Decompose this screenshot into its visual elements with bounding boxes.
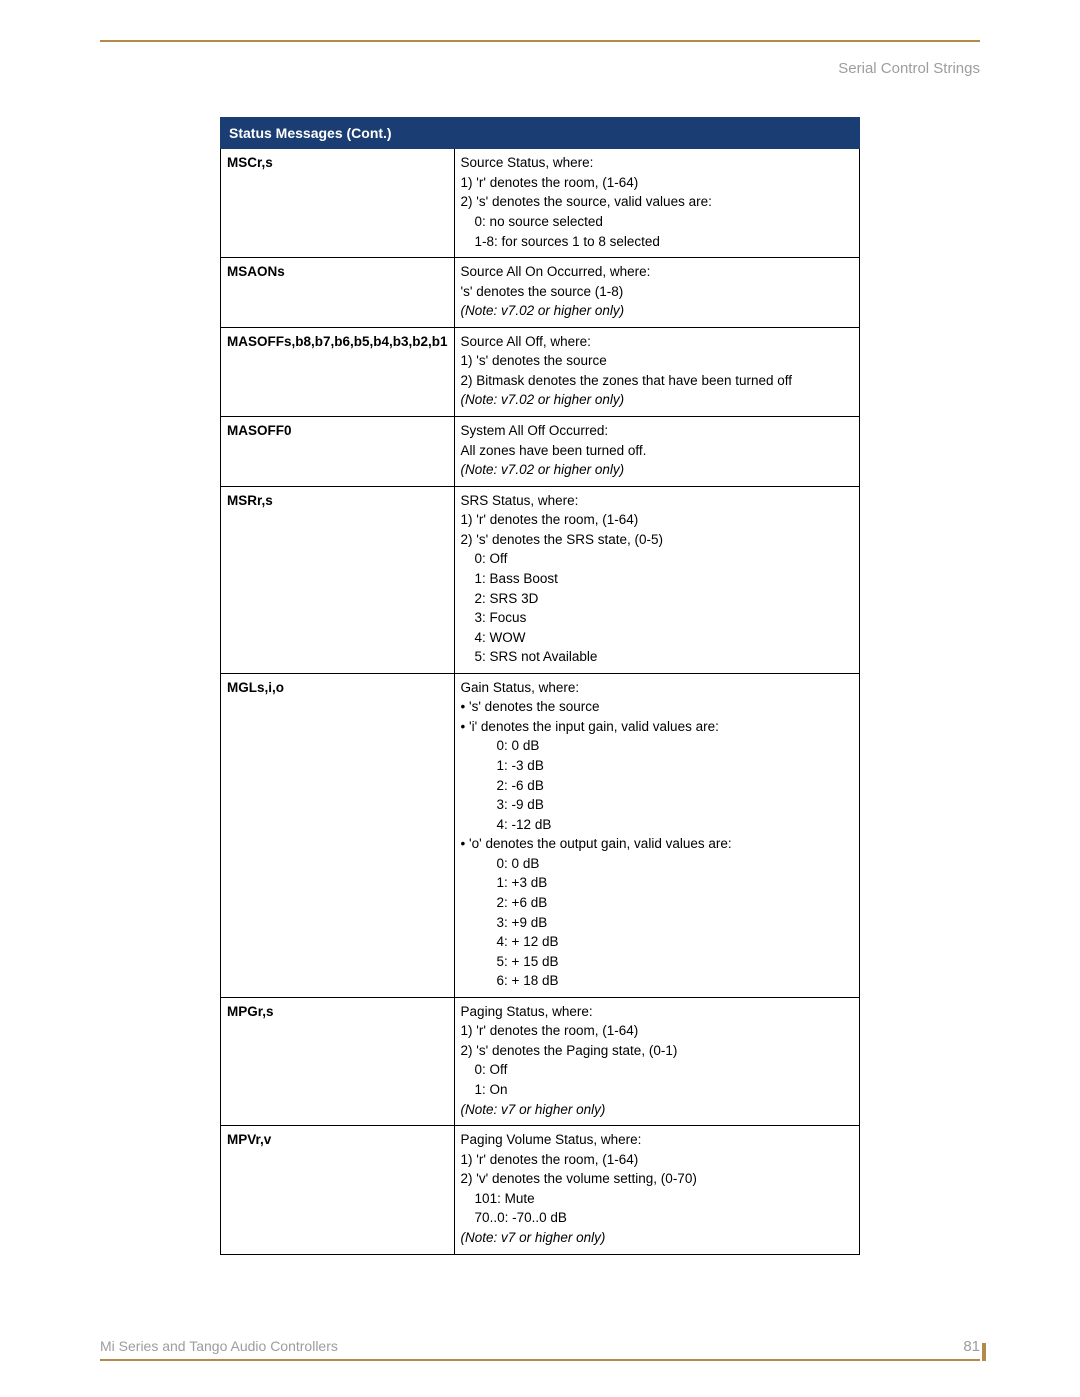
description-line: • 'i' denotes the input gain, valid valu… <box>461 717 853 737</box>
table-row: MPGr,sPaging Status, where:1) 'r' denote… <box>221 997 860 1125</box>
description-line: 1) 'r' denotes the room, (1-64) <box>461 173 853 193</box>
command-cell: MSCr,s <box>221 149 455 258</box>
description-line: 3: Focus <box>461 608 853 628</box>
description-line: Paging Volume Status, where: <box>461 1130 853 1150</box>
description-line: (Note: v7 or higher only) <box>461 1228 853 1248</box>
description-line: 2) 's' denotes the Paging state, (0-1) <box>461 1041 853 1061</box>
description-line: 1) 'r' denotes the room, (1-64) <box>461 510 853 530</box>
description-line: 2) 's' denotes the SRS state, (0-5) <box>461 530 853 550</box>
description-line: Source Status, where: <box>461 153 853 173</box>
description-cell: System All Off Occurred:All zones have b… <box>454 417 859 487</box>
description-cell: Paging Status, where:1) 'r' denotes the … <box>454 997 859 1125</box>
description-line: Source All On Occurred, where: <box>461 262 853 282</box>
table-row: MSCr,sSource Status, where:1) 'r' denote… <box>221 149 860 258</box>
description-cell: Paging Volume Status, where:1) 'r' denot… <box>454 1126 859 1254</box>
table-row: MASOFFs,b8,b7,b6,b5,b4,b3,b2,b1Source Al… <box>221 327 860 416</box>
command-cell: MGLs,i,o <box>221 673 455 997</box>
description-line: 2: +6 dB <box>461 893 853 913</box>
footer-accent-bar <box>982 1343 986 1361</box>
page-number: 81 <box>963 1338 980 1355</box>
description-line: 1: -3 dB <box>461 756 853 776</box>
table-row: MGLs,i,oGain Status, where:• 's' denotes… <box>221 673 860 997</box>
description-line: SRS Status, where: <box>461 491 853 511</box>
description-line: (Note: v7.02 or higher only) <box>461 301 853 321</box>
command-cell: MASOFF0 <box>221 417 455 487</box>
description-line: 's' denotes the source (1-8) <box>461 282 853 302</box>
description-line: 3: -9 dB <box>461 795 853 815</box>
command-cell: MSRr,s <box>221 486 455 673</box>
command-cell: MPVr,v <box>221 1126 455 1254</box>
description-cell: Source All Off, where:1) 's' denotes the… <box>454 327 859 416</box>
description-line: 0: 0 dB <box>461 736 853 756</box>
description-cell: SRS Status, where:1) 'r' denotes the roo… <box>454 486 859 673</box>
description-line: 5: SRS not Available <box>461 647 853 667</box>
description-line: 4: -12 dB <box>461 815 853 835</box>
table-row: MPVr,vPaging Volume Status, where:1) 'r'… <box>221 1126 860 1254</box>
section-header: Serial Control Strings <box>100 60 980 77</box>
description-line: 4: + 12 dB <box>461 932 853 952</box>
description-line: System All Off Occurred: <box>461 421 853 441</box>
table-title: Status Messages (Cont.) <box>221 118 860 149</box>
description-line: All zones have been turned off. <box>461 441 853 461</box>
description-line: 2) 'v' denotes the volume setting, (0-70… <box>461 1169 853 1189</box>
description-line: (Note: v7 or higher only) <box>461 1100 853 1120</box>
page-footer: Mi Series and Tango Audio Controllers 81 <box>100 1338 980 1361</box>
footer-left: Mi Series and Tango Audio Controllers <box>100 1338 338 1354</box>
description-line: Paging Status, where: <box>461 1002 853 1022</box>
description-line: 1) 's' denotes the source <box>461 351 853 371</box>
description-line: (Note: v7.02 or higher only) <box>461 390 853 410</box>
description-line: • 's' denotes the source <box>461 697 853 717</box>
description-cell: Gain Status, where:• 's' denotes the sou… <box>454 673 859 997</box>
description-line: (Note: v7.02 or higher only) <box>461 460 853 480</box>
top-rule <box>100 40 980 42</box>
description-line: 4: WOW <box>461 628 853 648</box>
table-row: MASOFF0System All Off Occurred:All zones… <box>221 417 860 487</box>
description-line: 70..0: -70..0 dB <box>461 1208 853 1228</box>
command-cell: MPGr,s <box>221 997 455 1125</box>
description-line: 2: SRS 3D <box>461 589 853 609</box>
description-cell: Source Status, where:1) 'r' denotes the … <box>454 149 859 258</box>
description-line: 1) 'r' denotes the room, (1-64) <box>461 1021 853 1041</box>
description-line: 2) Bitmask denotes the zones that have b… <box>461 371 853 391</box>
description-line: 1: Bass Boost <box>461 569 853 589</box>
description-line: 1) 'r' denotes the room, (1-64) <box>461 1150 853 1170</box>
description-line: 5: + 15 dB <box>461 952 853 972</box>
description-line: 2) 's' denotes the source, valid values … <box>461 192 853 212</box>
table-row: MSRr,sSRS Status, where:1) 'r' denotes t… <box>221 486 860 673</box>
description-line: Source All Off, where: <box>461 332 853 352</box>
description-line: 101: Mute <box>461 1189 853 1209</box>
description-line: 1: +3 dB <box>461 873 853 893</box>
description-line: 0: no source selected <box>461 212 853 232</box>
command-cell: MSAONs <box>221 258 455 328</box>
description-line: Gain Status, where: <box>461 678 853 698</box>
description-line: 3: +9 dB <box>461 913 853 933</box>
table-row: MSAONsSource All On Occurred, where:'s' … <box>221 258 860 328</box>
description-line: 0: Off <box>461 1060 853 1080</box>
description-line: 1: On <box>461 1080 853 1100</box>
status-messages-table: Status Messages (Cont.) MSCr,sSource Sta… <box>220 117 860 1255</box>
description-line: 0: Off <box>461 549 853 569</box>
description-line: 6: + 18 dB <box>461 971 853 991</box>
description-line: 2: -6 dB <box>461 776 853 796</box>
description-line: • 'o' denotes the output gain, valid val… <box>461 834 853 854</box>
description-cell: Source All On Occurred, where:'s' denote… <box>454 258 859 328</box>
description-line: 1-8: for sources 1 to 8 selected <box>461 232 853 252</box>
command-cell: MASOFFs,b8,b7,b6,b5,b4,b3,b2,b1 <box>221 327 455 416</box>
description-line: 0: 0 dB <box>461 854 853 874</box>
